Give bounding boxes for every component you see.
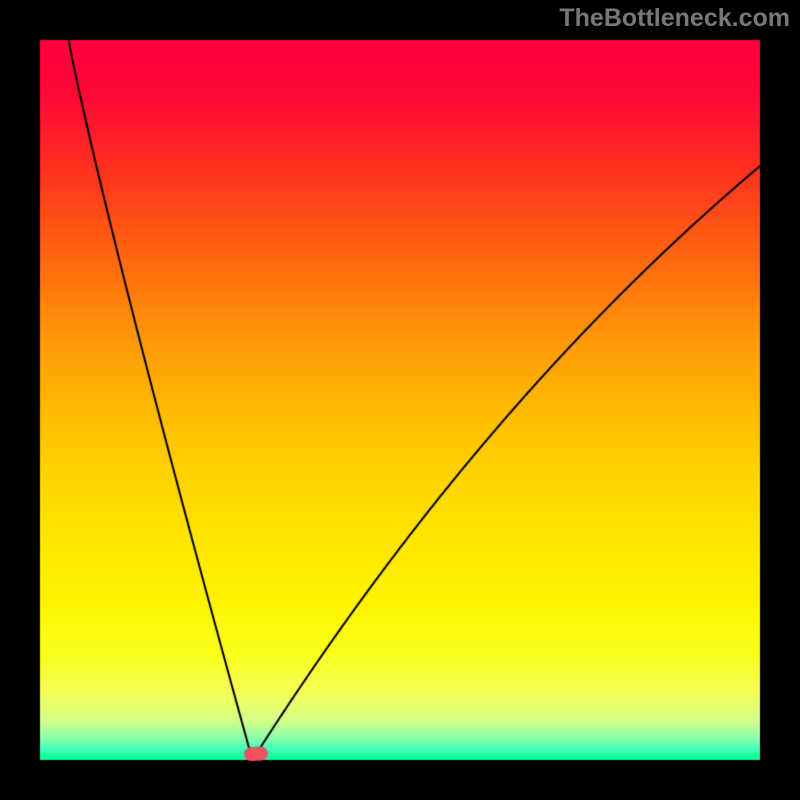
- chart-stage: TheBottleneck.com: [0, 0, 800, 800]
- bottleneck-chart: [0, 0, 800, 800]
- watermark-label: TheBottleneck.com: [559, 4, 790, 33]
